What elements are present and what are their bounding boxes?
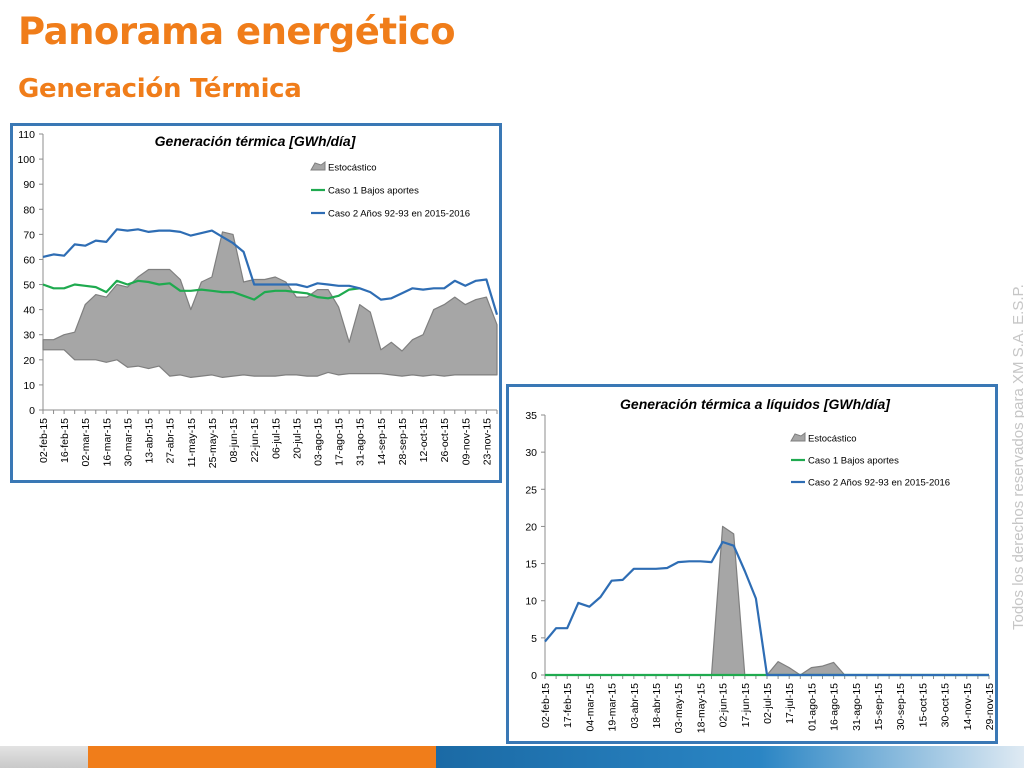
y-tick-label: 5 (531, 633, 537, 645)
x-tick-label: 23-nov-15 (481, 418, 493, 465)
y-tick-label: 10 (23, 380, 35, 392)
x-tick-label: 31-ago-15 (851, 683, 863, 731)
x-tick-label: 02-feb-15 (38, 418, 50, 463)
y-tick-label: 30 (525, 447, 537, 459)
x-tick-label: 30-sep-15 (895, 683, 907, 730)
x-tick-label: 30-oct-15 (940, 683, 952, 728)
legend-label: Estocástico (328, 163, 377, 174)
footer-bar-orange (88, 746, 436, 768)
legend-swatch-estocastico (310, 161, 326, 171)
x-tick-label: 02-jul-15 (762, 683, 774, 724)
legend-label: Caso 2 Años 92-93 en 2015-2016 (808, 478, 950, 489)
series-estocastico-band (42, 231, 498, 378)
x-tick-label: 16-feb-15 (59, 418, 71, 463)
series-estocastico-band (710, 525, 746, 676)
legend-label: Caso 1 Bajos aportes (808, 456, 899, 467)
slide-title: Panorama energético (18, 10, 456, 53)
x-tick-label: 25-may-15 (207, 418, 219, 468)
x-tick-label: 03-may-15 (673, 683, 685, 733)
x-tick-label: 11-may-15 (186, 418, 198, 468)
x-tick-label: 17-feb-15 (562, 683, 574, 728)
x-tick-label: 26-oct-15 (439, 418, 451, 463)
x-tick-label: 18-may-15 (695, 683, 707, 733)
series-caso2-line (544, 540, 989, 677)
x-tick-label: 22-jun-15 (249, 418, 261, 463)
y-tick-label: 60 (23, 254, 35, 266)
y-tick-label: 30 (23, 330, 35, 342)
x-tick-label: 01-ago-15 (806, 683, 818, 731)
x-tick-label: 30-mar-15 (122, 418, 134, 467)
footer-bar-blue (436, 746, 1024, 768)
x-tick-label: 16-mar-15 (101, 418, 113, 467)
thermal-generation-chart: Generación térmica [GWh/día] 0 10 20 30 40 50 6… (10, 123, 502, 483)
x-tick-label: 17-jul-15 (784, 683, 796, 724)
footer-bar-gray (0, 746, 88, 768)
x-tick-label: 06-jul-15 (270, 418, 282, 459)
legend-label: Caso 1 Bajos aportes (328, 186, 419, 197)
x-tick-label: 15-sep-15 (873, 683, 885, 730)
y-tick-label: 25 (525, 484, 537, 496)
y-tick-label: 0 (29, 405, 35, 417)
x-tick-label: 02-jun-15 (718, 683, 730, 728)
y-tick-label: 110 (18, 129, 35, 141)
chart-svg: Generación térmica [GWh/día] 0 10 20 30 40 50 6… (17, 129, 499, 468)
x-tick-label: 27-abr-15 (165, 418, 177, 464)
x-tick-label: 20-jul-15 (291, 418, 303, 459)
x-tick-label: 14-sep-15 (376, 418, 388, 465)
y-tick-label: 35 (525, 410, 537, 422)
x-tick-label: 03-abr-15 (629, 683, 641, 729)
chart-title: Generación térmica [GWh/día] (155, 133, 357, 149)
copyright-watermark: Todos los derechos reservados para XM S.… (1010, 284, 1024, 630)
x-tick-label: 02-mar-15 (80, 418, 92, 467)
y-tick-label: 0 (531, 670, 537, 682)
y-tick-label: 100 (17, 154, 35, 166)
x-tick-label: 29-nov-15 (984, 683, 995, 730)
x-tick-label: 12-oct-15 (418, 418, 430, 463)
y-tick-label: 80 (23, 204, 35, 216)
x-tick-label: 19-mar-15 (607, 683, 619, 732)
y-tick-label: 10 (525, 596, 537, 608)
x-tick-label: 31-ago-15 (355, 418, 367, 466)
legend-label: Caso 2 Años 92-93 en 2015-2016 (328, 209, 470, 220)
y-tick-label: 20 (525, 521, 537, 533)
x-tick-label: 03-ago-15 (313, 418, 325, 466)
x-tick-label: 28-sep-15 (397, 418, 409, 465)
y-tick-label: 40 (23, 305, 35, 317)
legend-label: Estocástico (808, 434, 857, 445)
x-tick-label: 13-abr-15 (144, 418, 156, 464)
y-tick-label: 20 (23, 355, 35, 367)
series-estocastico-band (766, 661, 846, 676)
x-tick-label: 08-jun-15 (228, 418, 240, 463)
series-caso2-line (42, 228, 499, 316)
y-tick-label: 15 (525, 559, 537, 571)
legend-swatch-estocastico (790, 432, 806, 442)
y-tick-label: 90 (23, 179, 35, 191)
chart-title: Generación térmica a líquidos [GWh/día] (620, 396, 891, 412)
x-tick-label: 15-oct-15 (917, 683, 929, 728)
y-tick-label: 70 (23, 229, 35, 241)
x-tick-label: 17-jun-15 (740, 683, 752, 728)
liquid-thermal-generation-chart: Generación térmica a líquidos [GWh/día] 0… (506, 384, 998, 744)
x-tick-label: 02-feb-15 (540, 683, 552, 728)
x-tick-label: 09-nov-15 (460, 418, 472, 465)
series-caso1-line (42, 279, 360, 301)
chart-svg: Generación térmica a líquidos [GWh/día] 0… (525, 396, 995, 733)
x-tick-label: 04-mar-15 (584, 683, 596, 732)
x-tick-label: 17-ago-15 (334, 418, 346, 466)
x-tick-label: 14-nov-15 (962, 683, 974, 730)
x-tick-label: 18-abr-15 (651, 683, 663, 729)
y-tick-label: 50 (23, 280, 35, 292)
slide-subtitle: Generación Térmica (18, 74, 302, 104)
x-tick-label: 16-ago-15 (829, 683, 841, 731)
